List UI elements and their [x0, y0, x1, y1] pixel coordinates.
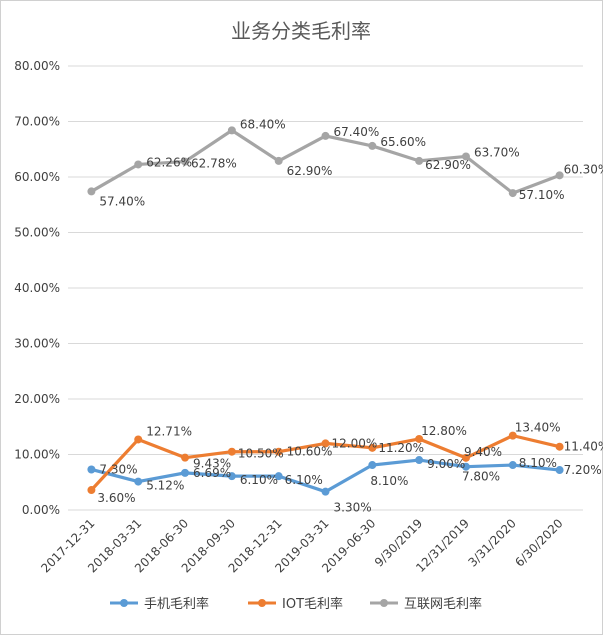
data-point [508, 461, 517, 470]
data-label: 6.10% [285, 473, 323, 487]
legend-label: 手机毛利率 [144, 596, 209, 612]
legend-marker [120, 599, 128, 607]
data-point [181, 453, 190, 462]
data-labels: 7.30% 5.12% 6.69% 6.10% 6.10% 3.30% 8.10% 9.00%… [97, 117, 603, 514]
y-tick-label: 0.00% [22, 503, 60, 517]
x-tick-label: 3/31/2020 [465, 516, 518, 569]
data-point [227, 447, 236, 456]
data-label: 65.60% [380, 135, 426, 149]
data-label: 3.30% [334, 501, 372, 515]
data-label: 8.10% [370, 474, 408, 488]
data-label: 62.90% [287, 164, 333, 178]
data-label: 7.20% [564, 463, 602, 477]
data-point [181, 468, 190, 477]
data-label: 57.10% [519, 188, 565, 202]
data-point [134, 477, 143, 486]
data-label: 3.60% [97, 491, 135, 505]
data-point [415, 156, 424, 165]
data-point [227, 472, 236, 481]
legend: 手机毛利率 IOT毛利率 互联网毛利率 [110, 596, 482, 612]
chart-title: 业务分类毛利率 [231, 19, 371, 43]
data-label: 5.12% [146, 479, 184, 493]
data-label: 11.20% [378, 441, 424, 455]
data-label: 57.40% [99, 194, 145, 208]
data-point [368, 141, 377, 150]
data-label: 9.43% [193, 457, 231, 471]
y-tick-label: 10.00% [14, 448, 60, 462]
data-point [555, 442, 564, 451]
data-point [461, 453, 470, 462]
y-tick-label: 40.00% [14, 281, 60, 295]
data-label: 9.00% [427, 457, 465, 471]
legend-marker [258, 599, 266, 607]
y-tick-label: 30.00% [14, 337, 60, 351]
y-tick-label: 70.00% [14, 115, 60, 129]
data-label: 9.40% [464, 445, 502, 459]
data-point [555, 466, 564, 475]
data-point [134, 160, 143, 169]
y-tick-label: 80.00% [14, 59, 60, 73]
data-label: 12.00% [332, 436, 378, 450]
data-point [87, 187, 96, 196]
y-axis: 0.00% 10.00% 20.00% 30.00% 40.00% 50.00% 60.00… [14, 59, 60, 517]
grid-layer [68, 65, 583, 511]
data-label: 11.40% [564, 440, 603, 454]
data-label: 6.10% [240, 473, 278, 487]
data-point [461, 152, 470, 161]
x-tick-label: 6/30/2020 [512, 516, 565, 569]
data-point [274, 156, 283, 165]
data-label: 10.50% [238, 447, 284, 461]
data-label: 68.40% [240, 117, 286, 131]
y-tick-label: 50.00% [14, 226, 60, 240]
data-label: 12.71% [146, 424, 192, 438]
data-point [134, 435, 143, 444]
data-label: 62.78% [191, 157, 237, 171]
data-point [368, 461, 377, 470]
data-point [321, 131, 330, 140]
data-point [415, 434, 424, 443]
data-point [368, 443, 377, 452]
data-point [274, 472, 283, 481]
data-point [181, 157, 190, 166]
y-tick-label: 20.00% [14, 392, 60, 406]
data-label: 63.70% [474, 145, 520, 159]
data-label: 62.90% [425, 158, 471, 172]
data-point [274, 447, 283, 456]
data-point [508, 431, 517, 440]
legend-label: IOT毛利率 [282, 596, 343, 612]
data-label: 7.80% [462, 470, 500, 484]
data-label: 6.69% [193, 466, 231, 480]
y-tick-label: 60.00% [14, 170, 60, 184]
data-point [461, 462, 470, 471]
data-point [508, 189, 517, 198]
data-label: 10.60% [287, 445, 333, 459]
data-point [321, 487, 330, 496]
series-layer [87, 126, 564, 496]
data-label: 8.10% [519, 456, 557, 470]
data-point [415, 456, 424, 465]
data-point [227, 126, 236, 135]
data-label: 12.80% [421, 424, 467, 438]
data-point [555, 171, 564, 180]
legend-marker [380, 599, 388, 607]
data-label: 13.40% [515, 421, 561, 435]
data-label: 60.30% [564, 162, 603, 176]
data-point [87, 465, 96, 474]
data-point [321, 439, 330, 448]
data-label: 62.26% [146, 155, 192, 169]
x-axis: 2017-12-312018-03-312018-06-302018-09-30… [38, 516, 565, 575]
data-label: 7.30% [99, 462, 137, 476]
legend-label: 互联网毛利率 [404, 596, 482, 612]
data-point [87, 486, 96, 495]
data-label: 67.40% [334, 125, 380, 139]
